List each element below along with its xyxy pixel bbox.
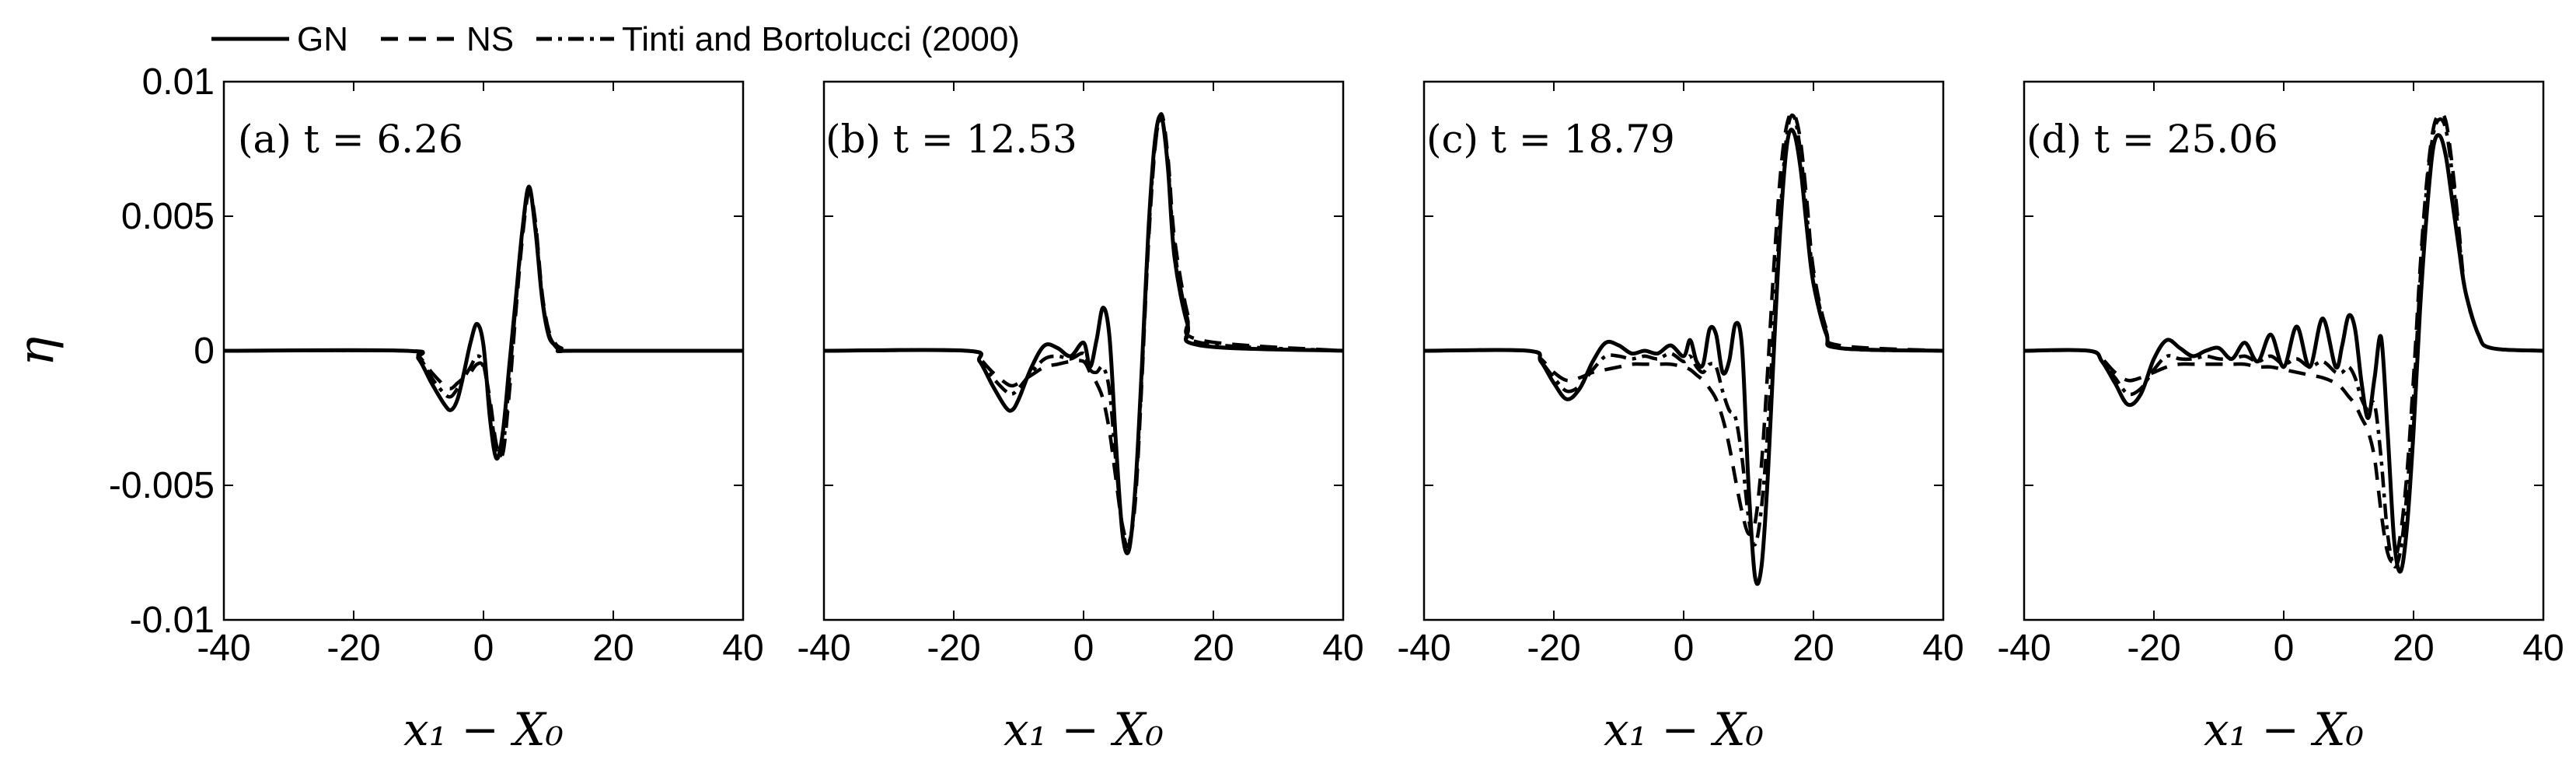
- panel-c-xtick-label: 0: [1674, 628, 1695, 669]
- panel-b-xtick-label: -40: [797, 628, 850, 669]
- panel-d-plot: -40 -20 0 20 40: [1997, 80, 2564, 669]
- panel-b-xtick-label: -20: [927, 628, 980, 669]
- legend-label-gn: GN: [297, 20, 348, 58]
- panel-b-series-dashed: [824, 112, 1343, 545]
- panel-a-ytick-label: 0.005: [121, 196, 215, 237]
- panel-d-series-dashed: [2024, 111, 2543, 564]
- panel-c-series-dashdot: [1424, 113, 1943, 547]
- panel-b-xlabel: x₁ − X₀: [1004, 703, 1164, 756]
- panel-b: (b) t = 12.53 x₁ − X₀: [826, 117, 1164, 756]
- panel-a-xtick-label: 40: [722, 628, 763, 669]
- panel-d-xtick-label: 40: [2522, 628, 2564, 669]
- panel-a-ytick-label: -0.01: [130, 600, 215, 641]
- panel-d-xtick-label: -40: [1997, 628, 2051, 669]
- legend: GN NS Tinti and Bortolucci (2000): [211, 20, 1020, 58]
- panel-a-ytick-label: -0.005: [109, 465, 215, 506]
- legend-label-ns: NS: [466, 20, 514, 58]
- panel-a-xtick-label: -40: [197, 628, 250, 669]
- panel-d: (d) t = 25.06 x₁ − X₀: [2026, 117, 2364, 756]
- legend-label-tinti: Tinti and Bortolucci (2000): [622, 20, 1020, 58]
- panel-c-xtick-label: 20: [1792, 628, 1834, 669]
- panel-d-xlabel: x₁ − X₀: [2204, 703, 2364, 756]
- panel-a-plot: -40 -20 0 20 40 -0.01 -0.005 0 0.005 0.01: [109, 61, 764, 669]
- panel-c-plot: -40 -20 0 20 40: [1397, 80, 1964, 669]
- panel-a-xtick-label: 20: [592, 628, 634, 669]
- panel-c-xlabel: x₁ − X₀: [1604, 703, 1764, 756]
- panel-a-series-solid: [224, 184, 743, 461]
- panel-c-title: (c) t = 18.79: [1426, 117, 1675, 162]
- panel-b-xtick-label: 0: [1073, 628, 1094, 669]
- panel-a-title: (a) t = 6.26: [238, 117, 463, 162]
- panel-b-title: (b) t = 12.53: [826, 117, 1077, 162]
- panel-b-series-solid: [824, 114, 1343, 555]
- panel-a-ytick-label: 0.01: [142, 61, 215, 103]
- y-axis-label: η: [8, 337, 65, 366]
- panel-c: (c) t = 18.79 x₁ − X₀: [1426, 117, 1764, 756]
- panel-b-plot: -40 -20 0 20 40: [797, 80, 1364, 669]
- panel-c-xtick-label: -20: [1527, 628, 1580, 669]
- panel-d-series-solid: [2024, 133, 2543, 574]
- panel-d-title: (d) t = 25.06: [2026, 117, 2278, 162]
- panel-d-xtick-label: 0: [2274, 628, 2295, 669]
- panel-c-xtick-label: 40: [1922, 628, 1963, 669]
- panel-d-xtick-label: 20: [2393, 628, 2434, 669]
- panel-a-ytick-label: 0: [194, 331, 215, 372]
- panel-a-xlabel: x₁ − X₀: [403, 703, 564, 756]
- panel-a: (a) t = 6.26 x₁ − X₀: [238, 117, 564, 756]
- panel-d-series-dashdot: [2024, 117, 2543, 569]
- panel-a-xtick-label: 0: [473, 628, 494, 669]
- panel-c-series-solid: [1424, 128, 1943, 586]
- panel-a-xtick-label: -20: [326, 628, 380, 669]
- panel-d-xtick-label: -20: [2127, 628, 2180, 669]
- panel-c-xtick-label: -40: [1397, 628, 1450, 669]
- panel-b-xtick-label: 40: [1322, 628, 1363, 669]
- panel-b-xtick-label: 20: [1192, 628, 1234, 669]
- panel-a-series-dashed: [224, 190, 743, 459]
